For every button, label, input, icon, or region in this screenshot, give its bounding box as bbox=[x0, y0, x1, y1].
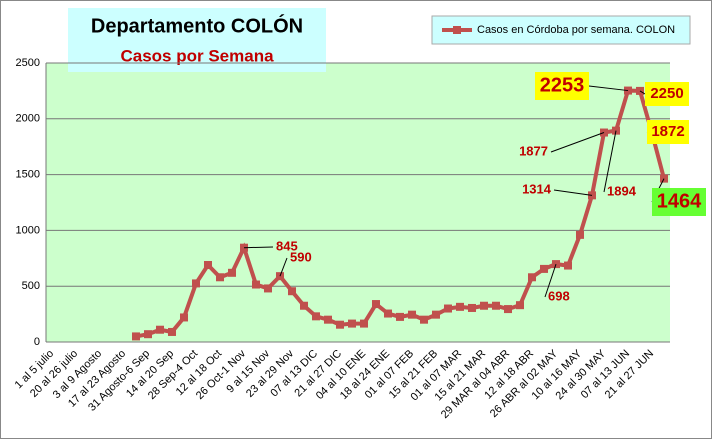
point-marker bbox=[168, 327, 176, 336]
data-label: 845 bbox=[276, 238, 298, 253]
point-marker bbox=[312, 312, 320, 321]
point-marker bbox=[444, 304, 452, 313]
data-label: 698 bbox=[548, 288, 570, 303]
point-marker bbox=[132, 332, 140, 341]
point-marker bbox=[228, 268, 236, 277]
point-marker bbox=[336, 320, 344, 329]
point-marker bbox=[144, 330, 152, 339]
point-marker bbox=[360, 319, 368, 328]
point-marker bbox=[156, 325, 164, 334]
leader-line bbox=[550, 132, 605, 153]
y-tick-label: 2500 bbox=[16, 57, 40, 69]
data-label: 1314 bbox=[522, 181, 552, 196]
point-marker bbox=[576, 230, 584, 239]
point-marker bbox=[528, 273, 536, 282]
point-marker bbox=[372, 300, 380, 309]
data-label: 1894 bbox=[607, 183, 637, 198]
point-marker bbox=[300, 301, 308, 310]
point-marker bbox=[456, 302, 464, 311]
chart-title: Departamento COLÓN bbox=[91, 13, 303, 37]
data-label: 2253 bbox=[540, 74, 585, 96]
point-marker bbox=[480, 301, 488, 310]
y-tick-label: 0 bbox=[34, 336, 40, 348]
y-tick-label: 1500 bbox=[16, 169, 40, 181]
point-marker bbox=[468, 303, 476, 312]
point-marker bbox=[192, 279, 200, 288]
point-marker bbox=[252, 280, 260, 289]
point-marker bbox=[420, 315, 428, 324]
data-label: 590 bbox=[290, 249, 312, 264]
point-marker bbox=[492, 301, 500, 310]
y-tick-label: 2000 bbox=[16, 113, 40, 125]
point-marker bbox=[396, 312, 404, 321]
title-box bbox=[68, 8, 326, 72]
leader-line bbox=[243, 246, 274, 249]
plot-area bbox=[46, 63, 670, 342]
leader-line bbox=[553, 189, 593, 196]
leader-line bbox=[544, 263, 557, 298]
legend-box bbox=[431, 15, 691, 45]
data-label: 1464 bbox=[657, 190, 702, 212]
label-box bbox=[652, 188, 706, 216]
data-label: 1877 bbox=[519, 143, 548, 158]
point-marker bbox=[204, 260, 212, 269]
label-box bbox=[535, 72, 589, 100]
leader-line bbox=[279, 257, 288, 277]
chart-subtitle: Casos por Semana bbox=[120, 46, 274, 65]
point-marker bbox=[432, 310, 440, 319]
data-label: 1872 bbox=[651, 123, 684, 140]
point-marker bbox=[348, 319, 356, 328]
label-box bbox=[647, 120, 689, 144]
point-marker bbox=[324, 315, 332, 324]
legend-marker bbox=[453, 26, 461, 34]
point-marker bbox=[180, 313, 188, 322]
leader-line bbox=[639, 90, 646, 95]
legend-label: Casos en Córdoba por semana. COLON bbox=[477, 24, 675, 36]
label-box bbox=[645, 82, 689, 106]
y-tick-label: 500 bbox=[22, 280, 40, 292]
data-label: 2250 bbox=[650, 85, 683, 102]
point-marker bbox=[216, 273, 224, 282]
point-marker bbox=[540, 264, 548, 273]
point-marker bbox=[264, 284, 272, 293]
point-marker bbox=[516, 301, 524, 310]
point-marker bbox=[564, 261, 572, 270]
point-marker bbox=[408, 310, 416, 319]
leader-line bbox=[603, 130, 617, 193]
y-tick-label: 1000 bbox=[16, 224, 40, 236]
leader-line bbox=[588, 85, 629, 92]
point-marker bbox=[504, 305, 512, 314]
point-marker bbox=[288, 287, 296, 296]
point-marker bbox=[384, 309, 392, 318]
